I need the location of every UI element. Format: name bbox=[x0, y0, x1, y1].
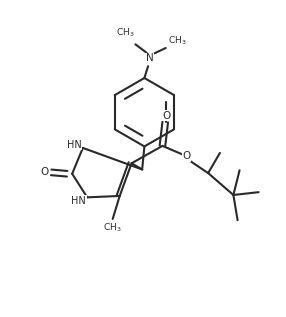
Text: CH$_3$: CH$_3$ bbox=[168, 34, 187, 47]
Text: HN: HN bbox=[72, 196, 86, 206]
Text: O: O bbox=[41, 167, 49, 177]
Text: N: N bbox=[146, 53, 153, 63]
Text: O: O bbox=[162, 111, 171, 121]
Text: O: O bbox=[183, 151, 191, 161]
Text: CH$_3$: CH$_3$ bbox=[103, 221, 122, 234]
Text: CH$_3$: CH$_3$ bbox=[116, 27, 134, 39]
Text: HN: HN bbox=[67, 139, 82, 150]
